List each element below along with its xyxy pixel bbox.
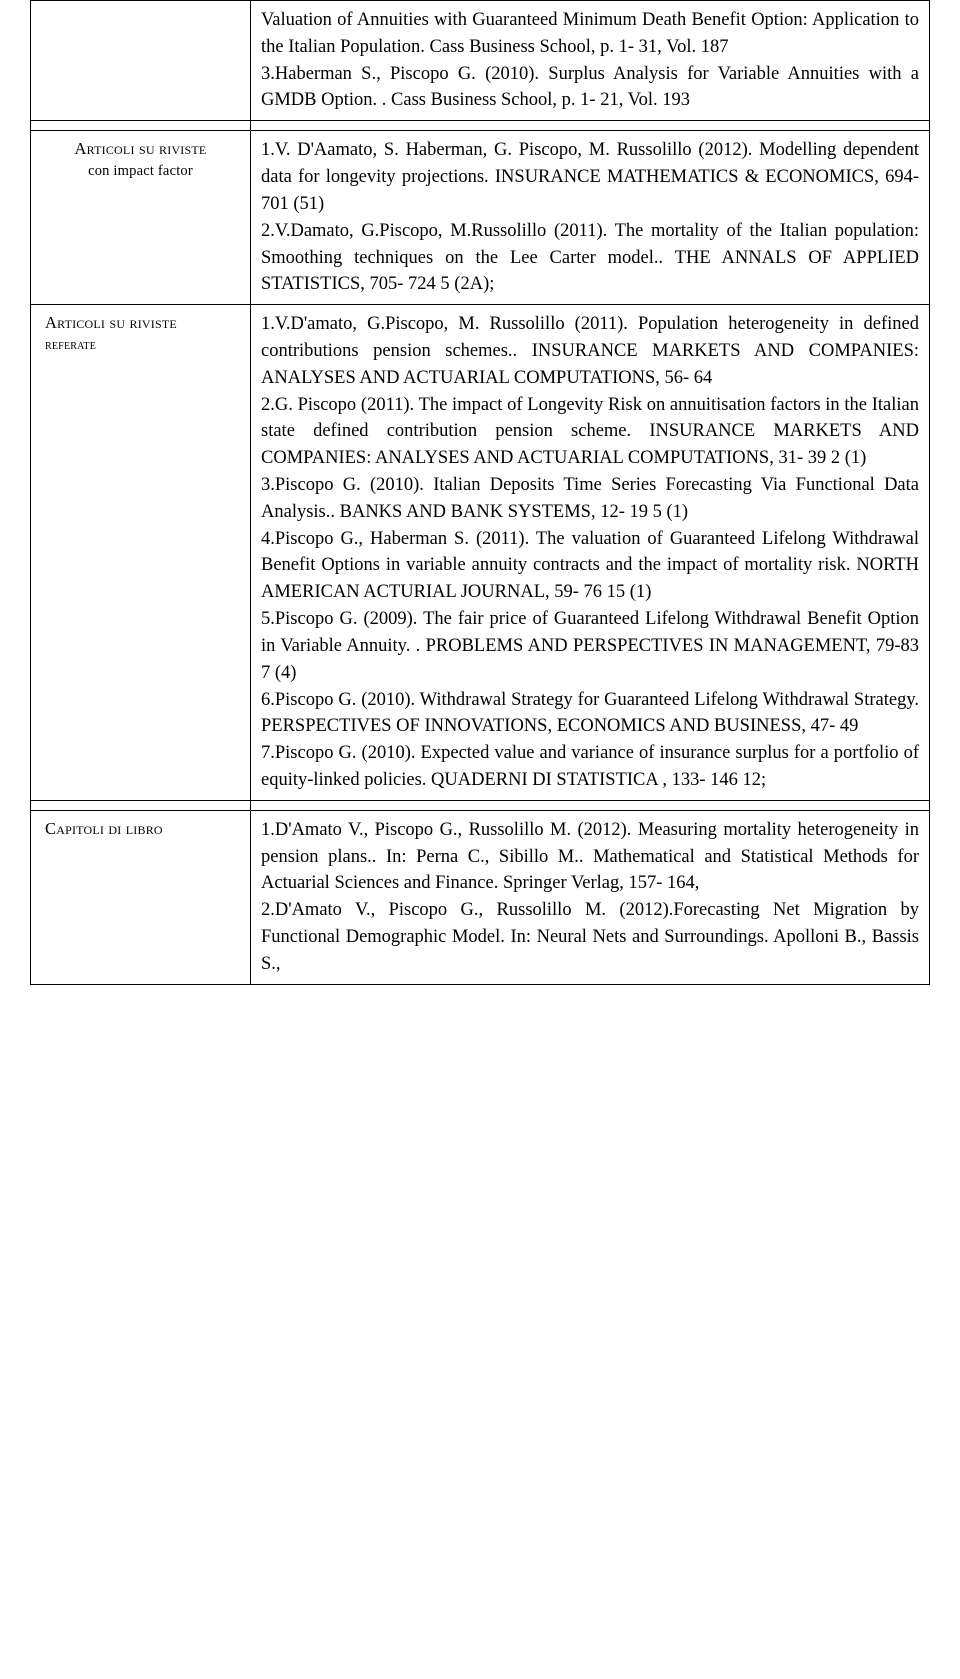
page-container: Valuation of Annuities with Guaranteed M… (30, 0, 930, 985)
content-top-continuation: Valuation of Annuities with Guaranteed M… (251, 1, 930, 121)
text-capitoli: 1.D'Amato V., Piscopo G., Russolillo M. … (261, 817, 919, 978)
spacer-row-2 (31, 800, 930, 810)
label-top-empty (31, 1, 251, 121)
cv-table: Valuation of Annuities with Guaranteed M… (30, 0, 930, 985)
label-articoli-referate: Articoli su riviste referate (31, 305, 251, 801)
spacer-cell-left-2 (31, 800, 251, 810)
text-articoli-impact: 1.V. D'Aamato, S. Haberman, G. Piscopo, … (261, 137, 919, 298)
spacer-cell-left (31, 121, 251, 131)
content-articoli-referate: 1.V.D'amato, G.Piscopo, M. Russolillo (2… (251, 305, 930, 801)
text-articoli-referate: 1.V.D'amato, G.Piscopo, M. Russolillo (2… (261, 311, 919, 794)
content-articoli-impact: 1.V. D'Aamato, S. Haberman, G. Piscopo, … (251, 131, 930, 305)
content-capitoli: 1.D'Amato V., Piscopo G., Russolillo M. … (251, 810, 930, 984)
row-capitoli: Capitoli di libro 1.D'Amato V., Piscopo … (31, 810, 930, 984)
label-articoli-impact-line1: Articoli su riviste (41, 137, 240, 161)
row-articoli-referate: Articoli su riviste referate 1.V.D'amato… (31, 305, 930, 801)
label-capitoli: Capitoli di libro (31, 810, 251, 984)
label-articoli-referate-line1: Articoli su riviste (41, 311, 240, 335)
text-top-continuation: Valuation of Annuities with Guaranteed M… (261, 7, 919, 114)
label-articoli-impact: Articoli su riviste con impact factor (31, 131, 251, 305)
row-articoli-impact: Articoli su riviste con impact factor 1.… (31, 131, 930, 305)
label-articoli-impact-line2: con impact factor (41, 161, 240, 182)
row-top-continuation: Valuation of Annuities with Guaranteed M… (31, 1, 930, 121)
spacer-cell-right-2 (251, 800, 930, 810)
label-capitoli-text: Capitoli di libro (41, 817, 240, 841)
spacer-cell-right (251, 121, 930, 131)
label-articoli-referate-line2: referate (41, 335, 240, 356)
spacer-row-1 (31, 121, 930, 131)
